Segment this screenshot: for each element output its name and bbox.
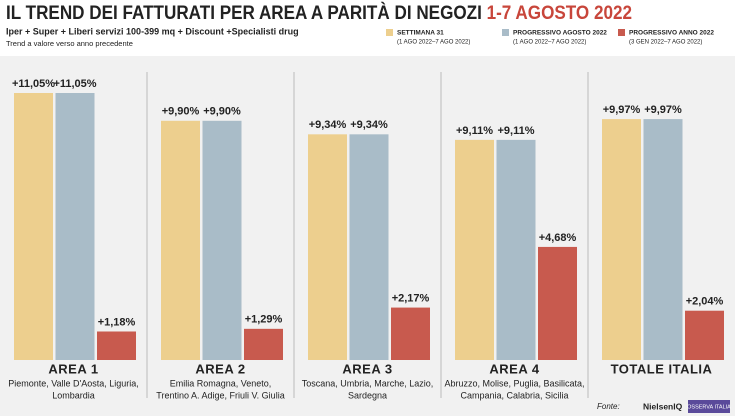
bar: [643, 119, 683, 361]
bar: [538, 246, 577, 360]
bar: [391, 307, 430, 360]
category-label: TOTALE ITALIA: [611, 361, 713, 376]
bar: [97, 331, 136, 360]
source-logo: NielsenIQ: [643, 401, 683, 411]
legend-swatch: [618, 29, 625, 36]
category-label: AREA 1: [48, 361, 98, 376]
legend-period: (3 GEN 2022–7 AGO 2022): [629, 40, 702, 46]
value-label: +1,29%: [245, 314, 283, 326]
value-label: +2,04%: [686, 296, 724, 308]
value-label: +9,97%: [603, 104, 641, 116]
subtitle: Iper + Super + Liberi servizi 100-399 mq…: [6, 26, 299, 36]
category-label: AREA 3: [342, 361, 392, 376]
legend-swatch: [502, 29, 509, 36]
logo-box: [688, 400, 730, 413]
value-label: +9,34%: [350, 119, 388, 131]
bar: [14, 93, 53, 360]
value-label: +1,18%: [98, 316, 136, 328]
legend-swatch: [386, 29, 393, 36]
chart-title-highlight: 1-7 AGOSTO 2022: [487, 3, 632, 24]
bar: [202, 120, 242, 361]
bar: [244, 328, 283, 360]
category-label: AREA 2: [195, 361, 245, 376]
category-label: AREA 4: [489, 361, 539, 376]
bar: [349, 134, 389, 360]
chart-title: IL TREND DEI FATTURATI PER AREA A PARITÀ…: [6, 2, 482, 24]
bar: [308, 134, 347, 360]
bar: [602, 119, 641, 361]
source-logo: OSSERVA ITALIA: [687, 404, 731, 410]
legend-label: PROGRESSIVO ANNO 2022: [629, 30, 714, 37]
value-label: +11,05%: [53, 78, 96, 90]
legend-period: (1 AGO 2022–7 AGO 2022): [397, 40, 470, 46]
bar: [496, 139, 536, 360]
source: Fonte:: [597, 402, 620, 411]
category-note: Campania, Calabria, Sicilia: [460, 390, 568, 400]
chart-title-line: IL TREND DEI FATTURATI PER AREA A PARITÀ…: [6, 2, 632, 24]
category-note: Toscana, Umbria, Marche, Lazio,: [302, 378, 434, 388]
legend-period: (1 AGO 2022–7 AGO 2022): [513, 40, 586, 46]
value-label: +9,90%: [203, 106, 241, 118]
bar: [685, 310, 724, 360]
legend-label: SETTIMANA 31: [397, 30, 444, 37]
category-note: Lombardia: [52, 390, 95, 400]
category-note: Trentino A. Adige, Friuli V. Giulia: [156, 390, 284, 400]
note: Trend a valore verso anno precedente: [6, 39, 133, 48]
value-label: +9,90%: [162, 106, 200, 118]
value-label: +9,97%: [644, 104, 682, 116]
category-note: Emilia Romagna, Veneto,: [170, 378, 272, 388]
value-label: +9,11%: [497, 125, 534, 137]
value-label: +11,05%: [12, 78, 55, 90]
bar: [55, 93, 95, 360]
legend-label: PROGRESSIVO AGOSTO 2022: [513, 30, 607, 37]
value-label: +4,68%: [539, 232, 577, 244]
value-label: +9,34%: [309, 119, 347, 131]
value-label: +9,11%: [456, 125, 493, 137]
category-note: Piemonte, Valle D'Aosta, Liguria,: [8, 378, 139, 388]
bar: [161, 120, 200, 361]
bar: [455, 139, 494, 360]
category-note: Sardegna: [348, 390, 387, 400]
value-label: +2,17%: [392, 292, 430, 304]
category-note: Abruzzo, Molise, Puglia, Basilicata,: [444, 378, 584, 388]
